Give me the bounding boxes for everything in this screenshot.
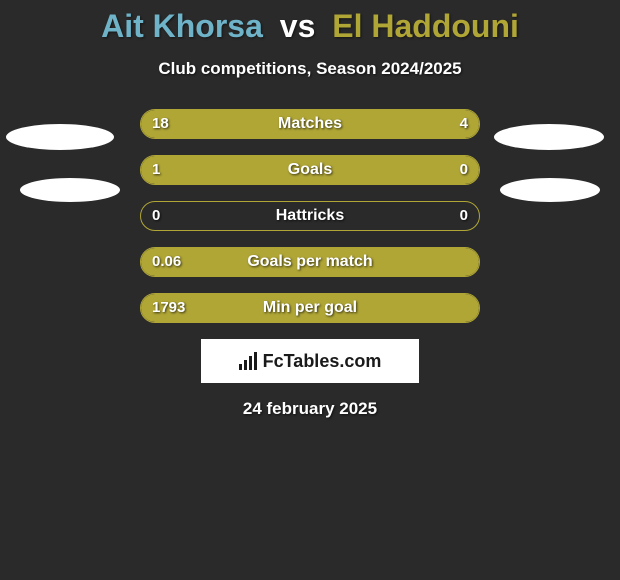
stat-value-left: 0.06 [152,247,181,277]
stat-value-right: 4 [460,109,468,139]
subtitle: Club competitions, Season 2024/2025 [0,59,620,79]
logo: FcTables.com [239,351,382,372]
decorative-ellipse [500,178,600,202]
stat-row: 1793Min per goal [0,293,620,323]
stat-value-left: 1793 [152,293,185,323]
decorative-ellipse [6,124,114,150]
stat-bar [140,155,480,185]
stat-row: 0.06Goals per match [0,247,620,277]
decorative-ellipse [494,124,604,150]
stat-value-left: 0 [152,201,160,231]
logo-box[interactable]: FcTables.com [201,339,419,383]
stat-value-right: 0 [460,201,468,231]
decorative-ellipse [20,178,120,202]
chart-icon [239,352,257,370]
stat-value-left: 1 [152,155,160,185]
logo-label: FcTables.com [263,351,382,372]
stat-bar [140,247,480,277]
stat-bar [140,201,480,231]
stat-bar [140,109,480,139]
page-title: Ait Khorsa vs El Haddouni [0,0,620,45]
stat-value-left: 18 [152,109,169,139]
stat-bar [140,293,480,323]
stat-row: 00Hattricks [0,201,620,231]
date-text: 24 february 2025 [0,399,620,419]
player2-name: El Haddouni [332,8,519,44]
vs-text: vs [280,8,316,44]
stat-value-right: 0 [460,155,468,185]
player1-name: Ait Khorsa [101,8,263,44]
